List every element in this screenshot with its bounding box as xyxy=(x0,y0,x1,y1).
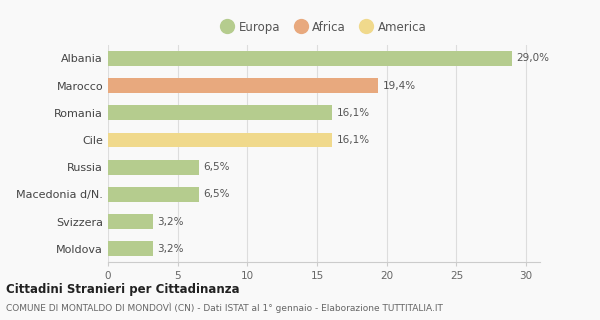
Bar xyxy=(108,51,512,66)
Text: Cittadini Stranieri per Cittadinanza: Cittadini Stranieri per Cittadinanza xyxy=(6,283,239,296)
Text: 29,0%: 29,0% xyxy=(517,53,550,63)
Text: 16,1%: 16,1% xyxy=(337,108,370,118)
Bar xyxy=(108,105,332,120)
Text: 6,5%: 6,5% xyxy=(203,162,229,172)
Bar xyxy=(108,78,379,93)
Text: COMUNE DI MONTALDO DI MONDOVÌ (CN) - Dati ISTAT al 1° gennaio - Elaborazione TUT: COMUNE DI MONTALDO DI MONDOVÌ (CN) - Dat… xyxy=(6,302,443,313)
Text: 16,1%: 16,1% xyxy=(337,135,370,145)
Bar xyxy=(108,241,152,256)
Text: 3,2%: 3,2% xyxy=(157,244,183,254)
Bar xyxy=(108,187,199,202)
Bar xyxy=(108,214,152,229)
Text: 3,2%: 3,2% xyxy=(157,217,183,227)
Bar xyxy=(108,160,199,175)
Bar xyxy=(108,132,332,148)
Legend: Europa, Africa, America: Europa, Africa, America xyxy=(218,17,430,37)
Text: 19,4%: 19,4% xyxy=(383,81,416,91)
Text: 6,5%: 6,5% xyxy=(203,189,229,199)
